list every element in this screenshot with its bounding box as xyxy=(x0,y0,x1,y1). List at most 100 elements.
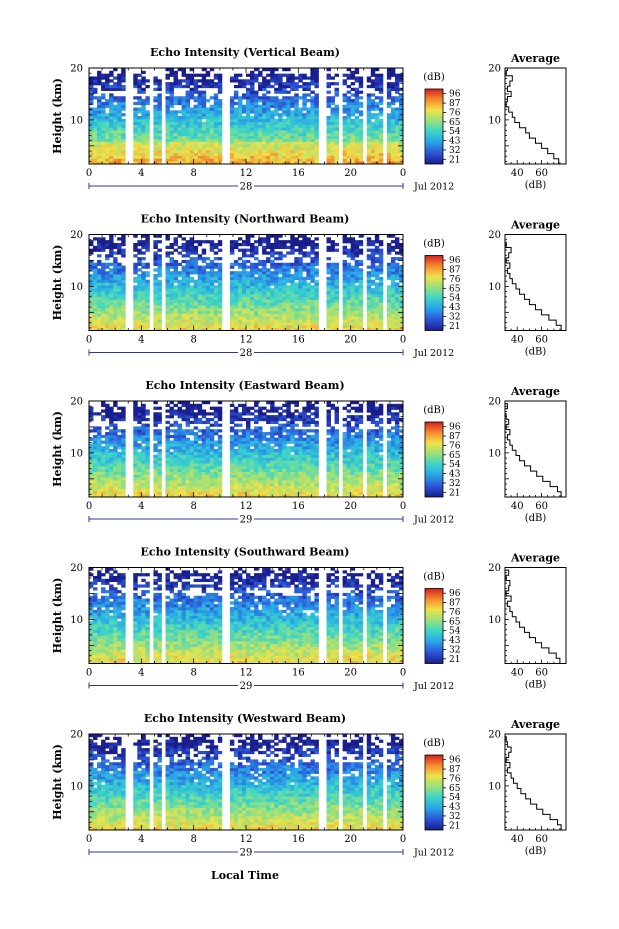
heatmap-cell xyxy=(314,152,319,156)
heatmap-cell xyxy=(201,451,207,456)
heatmap-cell xyxy=(241,324,247,329)
heatmap-cell xyxy=(205,107,211,111)
heatmap-cell xyxy=(346,138,352,142)
heatmap-cell xyxy=(153,242,158,247)
heatmap-cell xyxy=(205,457,211,461)
heatmap-cell xyxy=(89,101,94,106)
heatmap-cell xyxy=(270,307,275,312)
heatmap-cell xyxy=(346,116,352,120)
heatmap-cell xyxy=(217,302,223,306)
heatmap-cell xyxy=(121,457,126,461)
avg-x-tick-label: 60 xyxy=(535,168,548,179)
heatmap-cell xyxy=(254,90,259,94)
heatmap-cell xyxy=(97,73,102,77)
heatmap-cell xyxy=(113,440,118,444)
heatmap-cell xyxy=(374,307,380,312)
heatmap-cell xyxy=(282,144,287,148)
heatmap-cell xyxy=(109,324,114,329)
heatmap-cell xyxy=(310,327,315,331)
heatmap-cell xyxy=(105,316,110,320)
heatmap-cell xyxy=(306,288,311,292)
heatmap-cell xyxy=(266,276,271,281)
heatmap-cell xyxy=(117,101,122,106)
heatmap-cell xyxy=(189,113,195,117)
heatmap-cell xyxy=(169,138,174,142)
heatmap-cell xyxy=(133,288,138,292)
heatmap-cell xyxy=(326,152,331,156)
heatmap-cell xyxy=(390,257,396,261)
heatmap-cell xyxy=(350,132,356,137)
heatmap-cell xyxy=(274,299,279,303)
heatmap-cell xyxy=(250,107,255,111)
heatmap-cell xyxy=(205,144,211,148)
heatmap-cell xyxy=(105,319,110,323)
heatmap-cell xyxy=(105,271,110,275)
heatmap-cell xyxy=(262,282,267,286)
heatmap-cell xyxy=(113,121,118,125)
heatmap-cell xyxy=(133,132,138,137)
heatmap-cell xyxy=(246,107,251,111)
heatmap-cell xyxy=(153,274,158,278)
heatmap-cell xyxy=(181,237,187,241)
heatmap-cell xyxy=(153,471,158,475)
heatmap-cell xyxy=(241,293,247,298)
heatmap-cell xyxy=(89,494,94,498)
heatmap-cell xyxy=(101,305,106,309)
heatmap-cell xyxy=(101,152,106,156)
heatmap-cell xyxy=(310,271,315,275)
heatmap-cell xyxy=(282,282,287,286)
heatmap-cell xyxy=(205,443,211,447)
heatmap-cell xyxy=(314,245,319,250)
heatmap-cell xyxy=(165,121,170,125)
heatmap-cell xyxy=(153,296,158,300)
heatmap-cell xyxy=(346,76,352,80)
heatmap-cell xyxy=(109,279,114,283)
heatmap-cell xyxy=(93,290,98,295)
heatmap-cell xyxy=(354,99,360,103)
heatmap-cell xyxy=(310,82,315,86)
heatmap-cell xyxy=(366,242,372,247)
heatmap-cell xyxy=(250,310,255,314)
heatmap-cell xyxy=(258,84,263,89)
heatmap-cell xyxy=(169,460,174,464)
heatmap-cell xyxy=(141,107,146,111)
heatmap-cell xyxy=(286,138,291,142)
heatmap-cell xyxy=(282,254,287,258)
heatmap-cell xyxy=(386,324,392,329)
heatmap-cell xyxy=(189,443,195,447)
heatmap-cell xyxy=(97,491,102,495)
heatmap-cell xyxy=(286,302,291,306)
heatmap-cell xyxy=(93,485,98,489)
heatmap-cell xyxy=(117,293,122,298)
heatmap-cell xyxy=(390,248,396,252)
heatmap-cell xyxy=(270,96,275,100)
heatmap-cell xyxy=(173,158,178,162)
heatmap-cell xyxy=(246,313,251,317)
heatmap-cell xyxy=(314,274,319,278)
heatmap-cell xyxy=(201,322,207,326)
heatmap-cell xyxy=(181,488,187,492)
heatmap-cell xyxy=(274,138,279,142)
heatmap-cell xyxy=(173,296,178,300)
heatmap-cell xyxy=(310,288,315,292)
heatmap-cell xyxy=(266,161,271,165)
heatmap-cell xyxy=(141,322,146,326)
heatmap-cell xyxy=(258,132,263,137)
heatmap-cell xyxy=(241,127,247,131)
heatmap-cell xyxy=(342,149,348,154)
heatmap-cell xyxy=(233,299,239,303)
heatmap-cell xyxy=(354,158,360,162)
heatmap-cell xyxy=(350,93,356,97)
heatmap-cell xyxy=(342,322,348,326)
heatmap-cell xyxy=(181,403,187,408)
heatmap-cell xyxy=(109,158,114,162)
heatmap-cell xyxy=(378,141,384,145)
heatmap-cell xyxy=(237,152,243,156)
heatmap-cell xyxy=(390,87,396,91)
heatmap-cell xyxy=(109,429,114,433)
heatmap-cell xyxy=(298,316,303,320)
heatmap-cell xyxy=(189,259,195,264)
heatmap-cell xyxy=(205,130,211,134)
heatmap-cell xyxy=(173,305,178,309)
heatmap-cell xyxy=(89,299,94,303)
